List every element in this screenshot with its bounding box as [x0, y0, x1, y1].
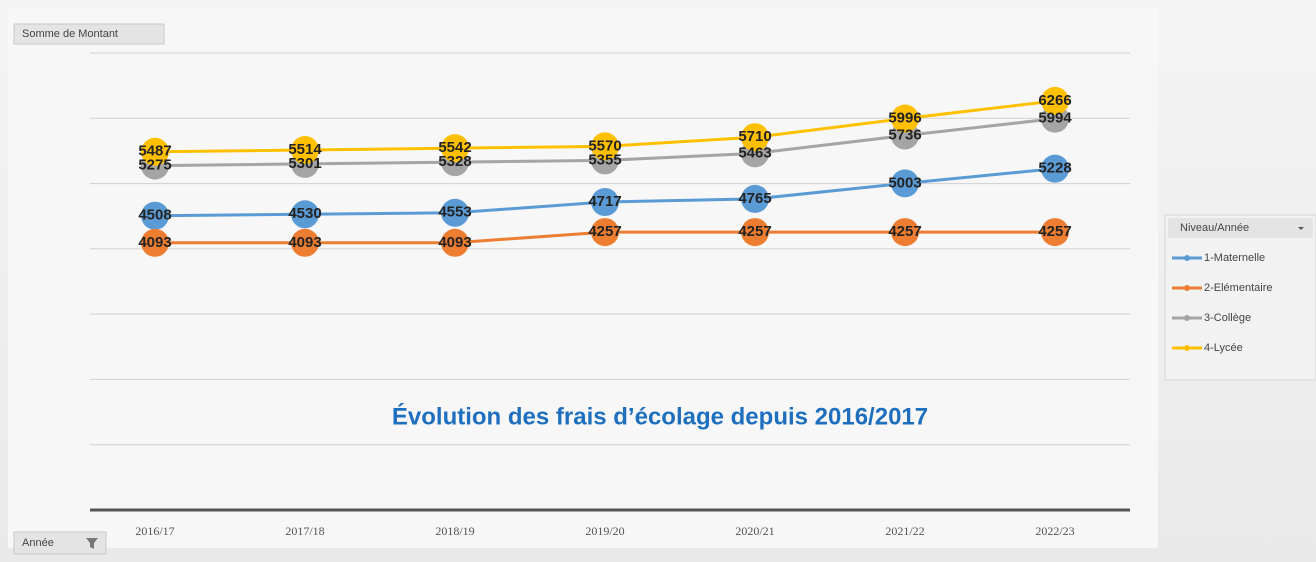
data-label: 4765 [738, 190, 771, 207]
data-label: 5710 [738, 128, 771, 145]
legend-label: 4-Lycée [1204, 342, 1243, 354]
data-label: 4508 [138, 207, 171, 224]
data-point [891, 104, 919, 133]
data-point [891, 169, 919, 198]
data-label: 5228 [1038, 160, 1071, 177]
data-label: 5514 [288, 141, 322, 158]
x-tick-label: 2021/22 [885, 524, 924, 538]
data-label: 5994 [1038, 110, 1072, 127]
x-tick-label: 2016/17 [135, 524, 174, 538]
data-point [441, 134, 469, 163]
data-point [141, 137, 169, 166]
data-point [741, 218, 769, 247]
data-point [141, 228, 169, 257]
legend-marker [1184, 255, 1190, 261]
data-label: 4717 [588, 193, 621, 210]
x-tick-label: 2018/19 [435, 524, 474, 538]
data-point [741, 184, 769, 213]
data-label: 4257 [588, 223, 621, 240]
filter-icon [86, 538, 98, 549]
legend-box [1164, 214, 1316, 381]
data-label: 4093 [138, 234, 171, 251]
legend-marker [1184, 345, 1190, 351]
data-point [291, 228, 319, 257]
value-field-label: Somme de Montant [22, 28, 118, 40]
data-label: 4530 [288, 205, 321, 222]
data-label: 4093 [438, 234, 471, 251]
data-point [891, 218, 919, 247]
data-point [291, 136, 319, 165]
data-label: 4257 [888, 223, 921, 240]
data-label: 6266 [1038, 92, 1071, 109]
legend-title: Niveau/Année [1180, 222, 1249, 234]
data-label: 5542 [438, 139, 471, 156]
data-point [591, 218, 619, 247]
axis-field-label: Année [22, 537, 54, 549]
data-point [1041, 218, 1069, 247]
data-point [441, 198, 469, 227]
data-label: 5736 [888, 126, 921, 143]
data-point [441, 228, 469, 257]
data-point [591, 188, 619, 217]
x-tick-label: 2020/21 [735, 524, 774, 538]
chart-title: Évolution des frais d’écolage depuis 201… [392, 402, 928, 430]
x-tick-label: 2017/18 [285, 524, 324, 538]
data-point [141, 201, 169, 230]
data-label: 5301 [288, 155, 321, 172]
data-point [1041, 86, 1069, 115]
data-label: 5003 [888, 174, 921, 191]
data-label: 4553 [438, 204, 471, 221]
legend-marker [1184, 285, 1190, 291]
data-label: 5463 [738, 144, 771, 161]
data-point [291, 200, 319, 229]
x-tick-label: 2019/20 [585, 524, 624, 538]
data-label: 4093 [288, 234, 321, 251]
data-label: 4257 [738, 223, 771, 240]
x-tick-label: 2022/23 [1035, 524, 1074, 538]
data-label: 5355 [588, 151, 621, 168]
legend-label: 2-Elémentaire [1204, 282, 1272, 294]
data-label: 5328 [438, 153, 471, 170]
data-label: 5996 [888, 110, 921, 127]
value-field-button[interactable] [13, 23, 165, 45]
legend-label: 3-Collège [1204, 312, 1251, 324]
legend-marker [1184, 315, 1190, 321]
data-point [741, 123, 769, 152]
data-point [1041, 154, 1069, 183]
axis-field-button[interactable] [13, 531, 107, 555]
legend-label: 1-Maternelle [1204, 252, 1265, 264]
plot-background [8, 8, 1158, 548]
legend-title-button[interactable] [1168, 218, 1313, 238]
data-label: 5570 [588, 137, 621, 154]
data-label: 5275 [138, 157, 171, 174]
data-label: 4257 [1038, 223, 1071, 240]
dropdown-icon [1298, 227, 1304, 230]
data-point [591, 132, 619, 161]
data-label: 5487 [138, 143, 171, 160]
